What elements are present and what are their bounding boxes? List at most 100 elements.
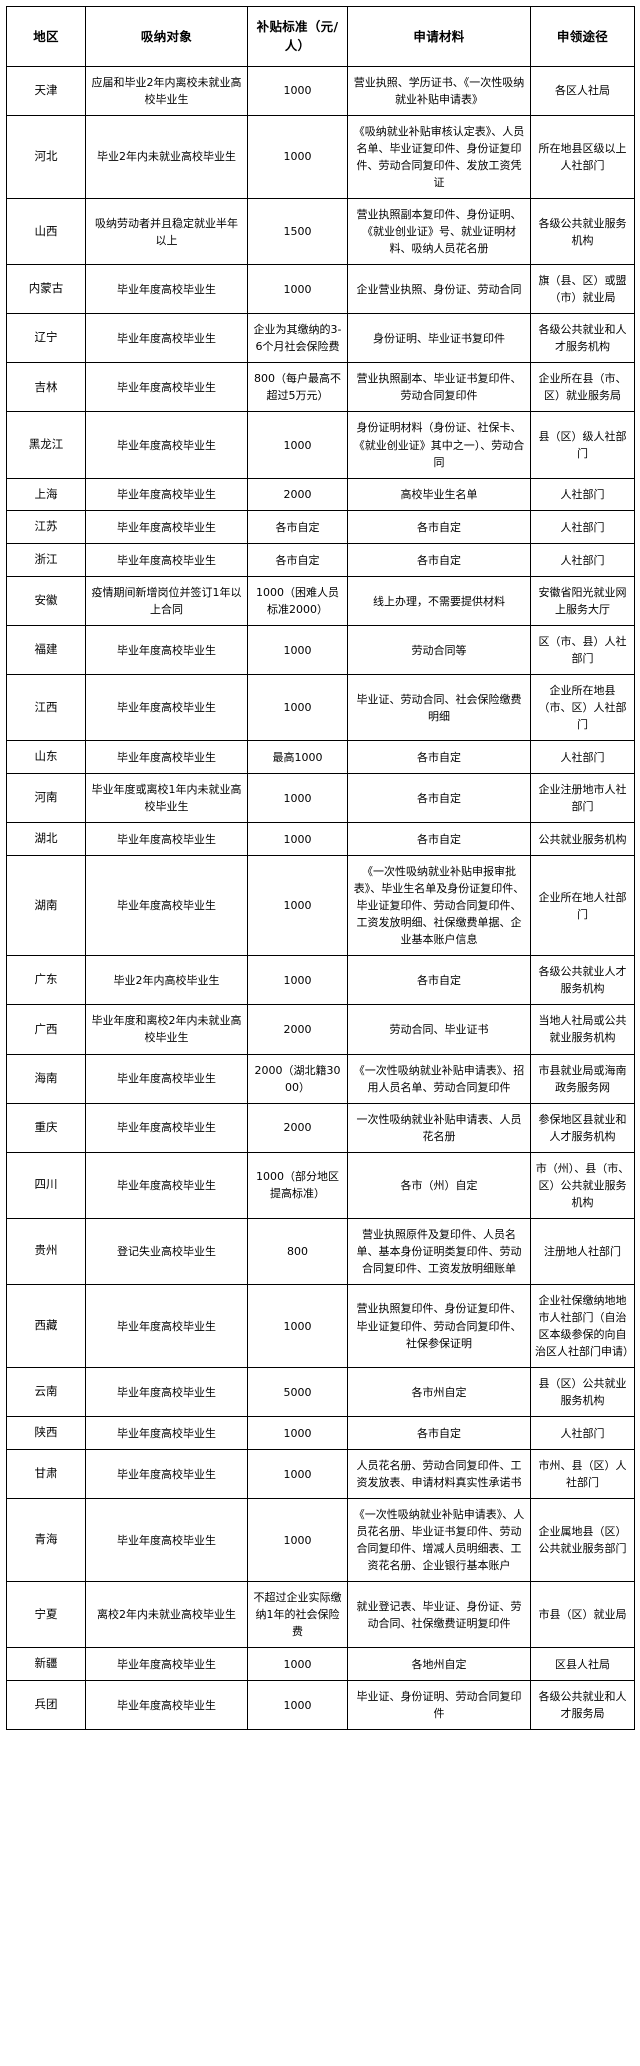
cell-region: 内蒙古 xyxy=(6,264,86,315)
cell-material: 身份证明、毕业证书复印件 xyxy=(347,313,531,364)
cell-region: 山西 xyxy=(6,198,86,266)
cell-standard: 800 xyxy=(247,1217,348,1285)
cell-material: 各市自定 xyxy=(347,740,531,775)
cell-channel: 注册地人社部门 xyxy=(530,1217,635,1285)
cell-material: 营业执照副本、毕业证书复印件、劳动合同复印件 xyxy=(347,362,531,413)
cell-channel: 区县人社局 xyxy=(530,1647,635,1682)
cell-target: 毕业年度高校毕业生 xyxy=(85,1102,248,1153)
cell-region: 安徽 xyxy=(6,576,86,627)
table-row: 湖北 毕业年度高校毕业生 1000 各市自定 公共就业服务机构 xyxy=(6,822,635,857)
cell-channel: 旗（县、区）或盟（市）就业局 xyxy=(530,264,635,315)
cell-region: 宁夏 xyxy=(6,1581,86,1649)
cell-channel: 各级公共就业和人才服务局 xyxy=(530,1680,635,1731)
cell-channel: 所在地县区级以上人社部门 xyxy=(530,114,635,200)
cell-standard: 1000 xyxy=(247,411,348,479)
cell-standard: 2000 xyxy=(247,1102,348,1153)
cell-region: 江苏 xyxy=(6,510,86,545)
cell-standard: 企业为其缴纳的3-6个月社会保险费 xyxy=(247,313,348,364)
table-row: 云南 毕业年度高校毕业生 5000 各市州自定 县（区）公共就业服务机构 xyxy=(6,1367,635,1418)
cell-channel: 企业属地县（区）公共就业服务部门 xyxy=(530,1498,635,1583)
table-header-row: 地区 吸纳对象 补贴标准（元/人） 申请材料 申领途径 xyxy=(6,6,635,67)
table-row: 浙江 毕业年度高校毕业生 各市自定 各市自定 人社部门 xyxy=(6,543,635,578)
cell-target: 毕业年度高校毕业生 xyxy=(85,740,248,775)
table-row: 湖南 毕业年度高校毕业生 1000 《一次性吸纳就业补贴申报审批表》、毕业生名单及身份… xyxy=(6,855,635,957)
cell-target: 离校2年内未就业高校毕业生 xyxy=(85,1581,248,1649)
cell-material: 劳动合同、毕业证书 xyxy=(347,1004,531,1055)
cell-target: 毕业年度高校毕业生 xyxy=(85,822,248,857)
cell-region: 山东 xyxy=(6,740,86,775)
cell-material: 《一次性吸纳就业补贴申报审批表》、毕业生名单及身份证复印件、毕业证复印件、劳动合… xyxy=(347,855,531,957)
cell-material: 毕业证、劳动合同、社会保险缴费明细 xyxy=(347,674,531,742)
cell-channel: 市县就业局或海南政务服务网 xyxy=(530,1053,635,1104)
cell-standard: 1000 xyxy=(247,773,348,824)
cell-target: 毕业年度高校毕业生 xyxy=(85,1449,248,1500)
cell-region: 广西 xyxy=(6,1004,86,1055)
cell-channel: 市州、县（区）人社部门 xyxy=(530,1449,635,1500)
cell-region: 甘肃 xyxy=(6,1449,86,1500)
cell-target: 毕业年度高校毕业生 xyxy=(85,543,248,578)
cell-standard: 2000（湖北籍3000） xyxy=(247,1053,348,1104)
cell-standard: 1000 xyxy=(247,1680,348,1731)
cell-region: 新疆 xyxy=(6,1647,86,1682)
cell-channel: 人社部门 xyxy=(530,740,635,775)
cell-channel: 人社部门 xyxy=(530,477,635,512)
cell-material: 《吸纳就业补贴审核认定表》、人员名单、毕业证复印件、身份证复印件、劳动合同复印件… xyxy=(347,114,531,200)
cell-channel: 企业所在地人社部门 xyxy=(530,855,635,957)
cell-material: 线上办理，不需要提供材料 xyxy=(347,576,531,627)
cell-material: 《一次性吸纳就业补贴申请表》、人员花名册、毕业证书复印件、劳动合同复印件、增减人… xyxy=(347,1498,531,1583)
cell-target: 毕业年度和离校2年内未就业高校毕业生 xyxy=(85,1004,248,1055)
cell-target: 毕业年度高校毕业生 xyxy=(85,1498,248,1583)
cell-target: 毕业年度高校毕业生 xyxy=(85,411,248,479)
cell-target: 毕业2年内未就业高校毕业生 xyxy=(85,114,248,200)
cell-material: 《一次性吸纳就业补贴申请表》、招用人员名单、劳动合同复印件 xyxy=(347,1053,531,1104)
cell-material: 各市自定 xyxy=(347,822,531,857)
cell-standard: 1000 xyxy=(247,674,348,742)
cell-target: 毕业年度高校毕业生 xyxy=(85,1367,248,1418)
column-header-region: 地区 xyxy=(6,6,86,67)
cell-channel: 企业所在县（市、区）就业服务局 xyxy=(530,362,635,413)
cell-channel: 安徽省阳光就业网上服务大厅 xyxy=(530,576,635,627)
cell-channel: 公共就业服务机构 xyxy=(530,822,635,857)
cell-channel: 各级公共就业服务机构 xyxy=(530,198,635,266)
cell-target: 毕业年度高校毕业生 xyxy=(85,362,248,413)
cell-standard: 1000 xyxy=(247,1283,348,1369)
cell-material: 营业执照原件及复印件、人员名单、基本身份证明类复印件、劳动合同复印件、工资发放明… xyxy=(347,1217,531,1285)
cell-target: 应届和毕业2年内离校未就业高校毕业生 xyxy=(85,65,248,116)
cell-material: 各市自定 xyxy=(347,955,531,1006)
cell-region: 云南 xyxy=(6,1367,86,1418)
cell-region: 河南 xyxy=(6,773,86,824)
cell-channel: 县（区）级人社部门 xyxy=(530,411,635,479)
cell-target: 毕业年度或离校1年内未就业高校毕业生 xyxy=(85,773,248,824)
cell-target: 毕业年度高校毕业生 xyxy=(85,1416,248,1451)
cell-material: 劳动合同等 xyxy=(347,625,531,676)
cell-region: 上海 xyxy=(6,477,86,512)
column-header-standard: 补贴标准（元/人） xyxy=(247,6,348,67)
cell-target: 毕业年度高校毕业生 xyxy=(85,1151,248,1219)
table-row: 黑龙江 毕业年度高校毕业生 1000 身份证明材料（身份证、社保卡、《就业创业证》其中… xyxy=(6,411,635,479)
table-row: 天津 应届和毕业2年内离校未就业高校毕业生 1000 营业执照、学历证书、《一次性吸纳… xyxy=(6,65,635,116)
cell-material: 各市自定 xyxy=(347,1416,531,1451)
cell-standard: 1000 xyxy=(247,1416,348,1451)
cell-material: 营业执照副本复印件、身份证明、《就业创业证》号、就业证明材料、吸纳人员花名册 xyxy=(347,198,531,266)
cell-region: 海南 xyxy=(6,1053,86,1104)
cell-target: 毕业年度高校毕业生 xyxy=(85,264,248,315)
table-row: 内蒙古 毕业年度高校毕业生 1000 企业营业执照、身份证、劳动合同 旗（县、区）或盟（… xyxy=(6,264,635,315)
cell-standard: 1000 xyxy=(247,1449,348,1500)
cell-standard: 2000 xyxy=(247,1004,348,1055)
column-header-material: 申请材料 xyxy=(347,6,531,67)
cell-channel: 人社部门 xyxy=(530,510,635,545)
cell-channel: 人社部门 xyxy=(530,543,635,578)
cell-channel: 县（区）公共就业服务机构 xyxy=(530,1367,635,1418)
cell-channel: 各级公共就业和人才服务机构 xyxy=(530,313,635,364)
cell-region: 福建 xyxy=(6,625,86,676)
cell-channel: 当地人社局或公共就业服务机构 xyxy=(530,1004,635,1055)
table-body: 天津 应届和毕业2年内离校未就业高校毕业生 1000 营业执照、学历证书、《一次性吸纳… xyxy=(6,65,635,1731)
table-row: 安徽 疫情期间新增岗位并签订1年以上合同 1000（困难人员标准2000） 线上办理，… xyxy=(6,576,635,627)
table-row: 吉林 毕业年度高校毕业生 800（每户最高不超过5万元） 营业执照副本、毕业证书复印件… xyxy=(6,362,635,413)
cell-region: 湖北 xyxy=(6,822,86,857)
cell-material: 各市自定 xyxy=(347,543,531,578)
subsidy-policy-table: 地区 吸纳对象 补贴标准（元/人） 申请材料 申领途径 天津 应届和毕业2年内离校… xyxy=(6,6,635,1731)
cell-material: 毕业证、身份证明、劳动合同复印件 xyxy=(347,1680,531,1731)
cell-standard: 1000 xyxy=(247,822,348,857)
cell-standard: 1000（部分地区提高标准） xyxy=(247,1151,348,1219)
